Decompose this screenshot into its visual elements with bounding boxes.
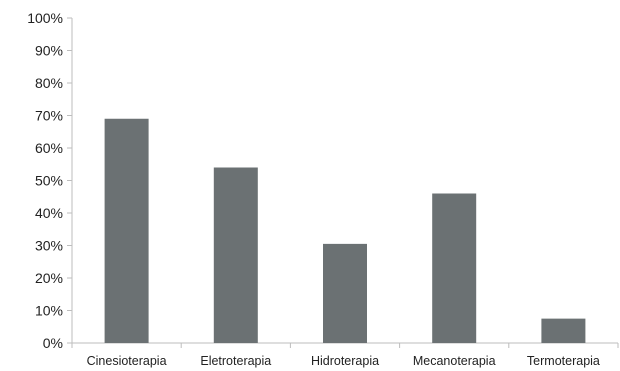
bar-cinesioterapia [104, 118, 149, 343]
bars-group [104, 118, 586, 343]
category-label: Mecanoterapia [413, 354, 496, 368]
y-tick-label: 0% [43, 335, 63, 351]
category-label: Cinesioterapia [87, 354, 167, 368]
y-tick-label: 90% [35, 43, 63, 59]
category-label: Termoterapia [527, 354, 600, 368]
bar-termoterapia [541, 318, 586, 343]
y-tick-label: 10% [35, 303, 63, 319]
bar-mecanoterapia [432, 193, 477, 343]
x-axis [71, 342, 619, 348]
y-tick-label: 80% [35, 75, 63, 91]
y-tick-label: 30% [35, 238, 63, 254]
y-tick-label: 20% [35, 270, 63, 286]
y-tick-label: 50% [35, 173, 63, 189]
y-tick-label: 60% [35, 140, 63, 156]
y-tick-label: 40% [35, 205, 63, 221]
bar-hidroterapia [323, 243, 367, 343]
y-axis: 0% 10% 20% 30% 40% 50% 60% 70% 80% 90% 100% [27, 10, 73, 351]
y-tick-label: 70% [35, 108, 63, 124]
y-tick-label: 100% [27, 10, 63, 26]
bar-eletroterapia [213, 167, 258, 343]
category-label: Eletroterapia [200, 354, 271, 368]
category-labels: Cinesioterapia Eletroterapia Hidroterapia M… [87, 354, 600, 368]
category-label: Hidroterapia [311, 354, 379, 368]
